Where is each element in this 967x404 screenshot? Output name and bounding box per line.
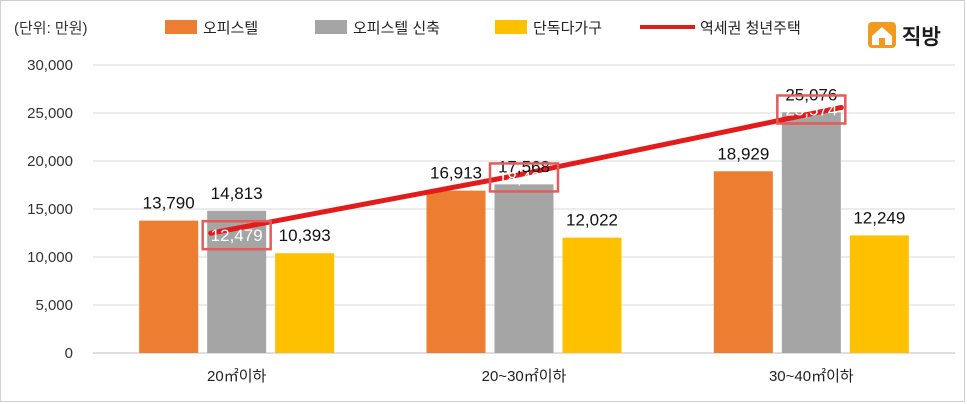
bar-value-label: 18,929 [717,144,769,163]
legend-swatch [165,20,197,34]
bar [139,220,199,353]
bar-value-label: 13,790 [143,194,195,213]
logo: 직방 [868,22,941,49]
y-tick-label: 5,000 [35,297,73,314]
bar-value-label: 12,249 [853,208,905,227]
trend-line-path [208,104,844,236]
y-tick-label: 20,000 [27,153,73,170]
line-value-label: 12,479 [211,226,263,245]
unit-label: (단위: 만원) [14,20,88,37]
bar [562,237,622,353]
bars [139,112,909,353]
legend: 오피스텔 오피스텔 신축 단독다가구 역세권 청년주택 [165,20,801,37]
bar-value-label: 16,913 [430,164,482,183]
legend-label: 역세권 청년주택 [700,20,801,37]
house-icon [868,22,896,48]
line-value-box [488,162,560,193]
x-axis: 20㎡이하 20~30㎡이하 30~40㎡이하 [207,368,854,385]
legend-label: 오피스텔 신축 [353,20,440,37]
trend-line [208,104,844,236]
bar [849,235,909,353]
x-tick-label: 30~40㎡이하 [769,368,854,385]
y-axis: 0 5,000 10,000 15,000 20,000 25,000 30,000 [27,57,73,362]
bar-value-label: 14,813 [211,184,263,203]
bar [494,184,554,353]
bar [426,190,486,353]
x-tick-label: 20~30㎡이하 [482,368,567,385]
y-tick-label: 25,000 [27,105,73,122]
y-tick-label: 15,000 [27,201,73,218]
legend-swatch [315,20,347,34]
y-tick-label: 10,000 [27,249,73,266]
bar-value-label: 12,022 [566,211,618,230]
y-tick-label: 30,000 [27,57,73,74]
data-labels: 13,790 14,813 10,393 16,913 17,568 12,022 18,9… [143,85,905,251]
y-tick-label: 0 [65,345,73,362]
legend-label: 단독다가구 [533,20,602,37]
bar [275,253,335,353]
bar [713,171,773,353]
legend-swatch [495,20,527,34]
bar [781,112,841,353]
bar-value-label: 10,393 [279,226,331,245]
logo-text: 직방 [902,26,941,49]
line-value-box [776,94,847,125]
legend-label: 오피스텔 [203,20,258,37]
line-value-label: 25,574 [785,100,837,119]
bar-value-label: 17,568 [498,157,550,176]
line-value-label: 18,495 [498,168,550,187]
line-value-box [201,219,272,251]
x-tick-label: 20㎡이하 [207,368,266,385]
